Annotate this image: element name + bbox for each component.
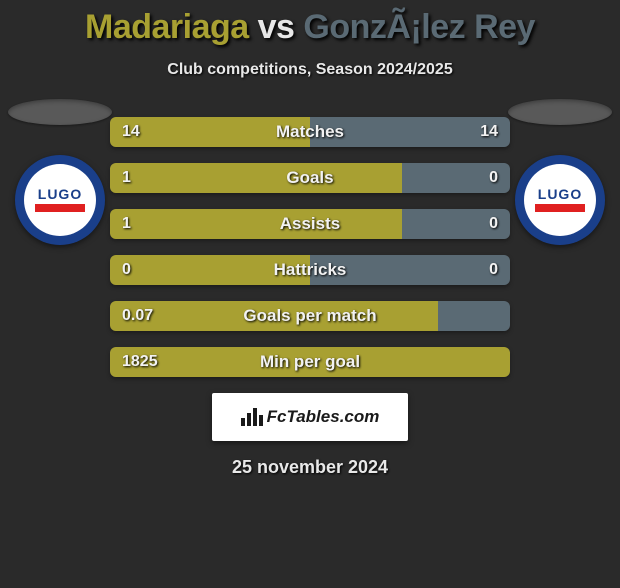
stat-bar-left-fill	[110, 117, 310, 147]
badge-stripe-right	[535, 204, 585, 212]
subtitle: Club competitions, Season 2024/2025	[0, 61, 620, 79]
club-name-left: LUGO	[38, 186, 82, 202]
stat-bar-row: 1414Matches	[110, 117, 510, 147]
brand-box: FcTables.com	[212, 393, 408, 441]
date: 25 november 2024	[0, 457, 620, 478]
club-badge-inner-left: LUGO	[24, 164, 96, 236]
stat-bar-right-fill	[402, 209, 510, 239]
comparison-stage: LUGO LUGO 1414Matches 10Goals 10Assists 00H…	[0, 117, 620, 377]
bar-chart-icon	[241, 408, 263, 426]
stat-bar-row: 0.07Goals per match	[110, 301, 510, 331]
stat-bar-row: 10Goals	[110, 163, 510, 193]
club-badge-inner-right: LUGO	[524, 164, 596, 236]
player-column-left: LUGO	[6, 99, 114, 245]
title-player1: Madariaga	[85, 8, 249, 46]
club-badge-right: LUGO	[515, 155, 605, 245]
badge-stripe-left	[35, 204, 85, 212]
stat-bar-right-fill	[310, 255, 510, 285]
player-column-right: LUGO	[506, 99, 614, 245]
stat-bar-right-fill	[402, 163, 510, 193]
title-vs: vs	[249, 8, 304, 46]
page-title: Madariaga vs GonzÃ¡lez Rey	[0, 8, 620, 47]
avatar-placeholder-left	[8, 99, 112, 125]
club-name-right: LUGO	[538, 186, 582, 202]
stat-bar-right-fill	[310, 117, 510, 147]
stat-bar-left-fill	[110, 163, 402, 193]
stat-bar-row: 10Assists	[110, 209, 510, 239]
club-badge-left: LUGO	[15, 155, 105, 245]
stat-bar-row: 00Hattricks	[110, 255, 510, 285]
stat-bars: 1414Matches 10Goals 10Assists 00Hattricks 0.…	[110, 117, 510, 377]
brand-text: FcTables.com	[267, 407, 380, 427]
stat-bar-row: 1825Min per goal	[110, 347, 510, 377]
stat-bar-left-fill	[110, 347, 510, 377]
stat-bar-left-fill	[110, 209, 402, 239]
avatar-placeholder-right	[508, 99, 612, 125]
stat-bar-left-fill	[110, 301, 438, 331]
stat-bar-left-fill	[110, 255, 310, 285]
stat-bar-right-fill	[438, 301, 510, 331]
title-player2: GonzÃ¡lez Rey	[303, 8, 535, 46]
